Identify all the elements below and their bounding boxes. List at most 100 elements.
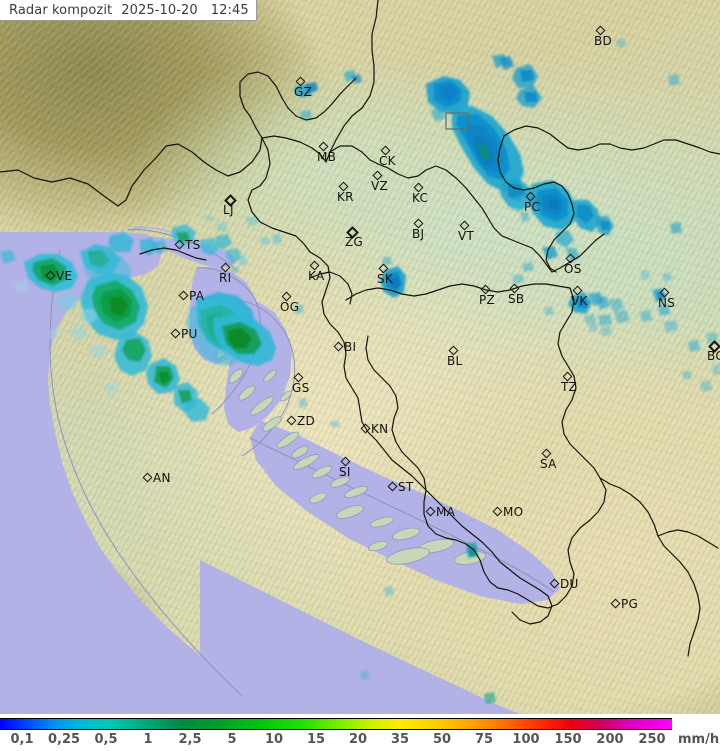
city-label: BI — [344, 340, 357, 354]
terrain-highlight-shading — [0, 0, 720, 714]
diamond-icon — [318, 141, 329, 152]
diamond-icon — [562, 371, 573, 382]
city-label: ST — [398, 480, 414, 494]
city-label: CK — [379, 154, 396, 168]
city-label: SK — [377, 272, 394, 286]
diamond-icon — [142, 472, 153, 483]
diamond-icon — [509, 283, 520, 294]
city-label: BJ — [412, 227, 425, 241]
diamond-icon — [372, 170, 383, 181]
diamond-icon — [413, 182, 424, 193]
city-label: DU — [560, 577, 579, 591]
map-date: 2025-10-20 — [121, 2, 198, 18]
political-borders-layer — [0, 0, 720, 657]
legend-tick: 2,5 — [178, 732, 202, 747]
diamond-icon — [333, 341, 344, 352]
diamond-icon — [338, 181, 349, 192]
diamond-icon — [224, 194, 237, 207]
legend-tick: 0,1 — [10, 732, 34, 747]
legend-tick: 200 — [596, 732, 624, 747]
city-label: SB — [508, 292, 525, 306]
radar-echo-layer — [0, 38, 720, 704]
city-label: KA — [308, 269, 325, 283]
city-label: SI — [339, 465, 351, 479]
diamond-icon — [380, 145, 391, 156]
diamond-icon — [425, 506, 436, 517]
diamond-icon — [413, 218, 424, 229]
city-label: LJ — [223, 203, 234, 217]
diamond-icon — [360, 423, 371, 434]
city-label: BD — [594, 34, 613, 48]
legend-tick: 15 — [306, 732, 326, 747]
diamond-icon — [309, 260, 320, 271]
city-label: TS — [185, 238, 201, 252]
city-label: OG — [280, 300, 300, 314]
legend-colorbar — [0, 718, 672, 730]
legend-tick: 35 — [390, 732, 410, 747]
legend-tick: 10 — [264, 732, 284, 747]
diamond-icon — [525, 191, 536, 202]
diamond-icon — [480, 284, 491, 295]
city-label: AN — [153, 471, 171, 485]
city-label: MO — [503, 505, 524, 519]
city-label: VE — [56, 269, 73, 283]
city-label: MB — [317, 150, 337, 164]
diamond-icon — [448, 345, 459, 356]
diamond-icon — [220, 262, 231, 273]
city-label: BL — [447, 354, 463, 368]
diamond-icon — [659, 287, 670, 298]
diamond-icon — [565, 253, 576, 264]
legend-tick: 0,25 — [47, 732, 81, 747]
map-title: Radar kompozit — [9, 2, 113, 18]
legend-tick: 75 — [474, 732, 494, 747]
diamond-icon — [387, 481, 398, 492]
map-title-box: Radar kompozit 2025-10-20 12:45 — [0, 0, 257, 21]
city-label: VT — [458, 229, 475, 243]
legend-tick-labels: 0,1 0,25 0,5 1 2,5 5 10 15 20 35 50 75 100 150 200 250 — [0, 731, 720, 751]
city-label: PG — [621, 597, 639, 611]
radar-map[interactable]: BD GZ MB CK VZ KR KC PC LJ BJ VT ZG TS RI OS KA SK VE PA PZ… — [0, 0, 720, 714]
city-label: SA — [540, 457, 557, 471]
legend-tick: 250 — [638, 732, 666, 747]
legend-unit-label: mm/h — [678, 732, 720, 747]
diamond-icon — [178, 290, 189, 301]
legend-tick: 50 — [432, 732, 452, 747]
legend-tick: 0,5 — [94, 732, 118, 747]
city-label: GS — [292, 381, 310, 395]
legend-tick: 100 — [512, 732, 540, 747]
diamond-icon — [293, 372, 304, 383]
diamond-icon — [286, 415, 297, 426]
city-label: KN — [371, 422, 389, 436]
city-label: PA — [189, 289, 205, 303]
city-label: BG — [707, 349, 720, 363]
diamond-icon — [346, 226, 359, 239]
city-label: TZ — [561, 380, 578, 394]
diamond-icon — [572, 285, 583, 296]
terrain-relief-shading — [0, 0, 720, 714]
map-time: 12:45 — [210, 2, 249, 18]
diamond-icon — [708, 340, 720, 353]
diamond-icon — [459, 220, 470, 231]
city-label: ZD — [297, 414, 316, 428]
legend-tick: 150 — [554, 732, 582, 747]
city-label: KR — [337, 190, 354, 204]
city-label: RI — [219, 271, 232, 285]
city-label: MA — [436, 505, 456, 519]
city-label: NS — [658, 296, 676, 310]
diamond-icon — [295, 76, 306, 87]
diamond-icon — [170, 328, 181, 339]
city-label: PZ — [479, 293, 496, 307]
diamond-icon — [492, 506, 503, 517]
diamond-icon — [378, 263, 389, 274]
diamond-icon — [174, 239, 185, 250]
legend-tick: 1 — [143, 732, 153, 747]
diamond-icon — [610, 598, 621, 609]
diamond-icon — [340, 456, 351, 467]
diamond-icon — [281, 291, 292, 302]
legend-tick: 5 — [227, 732, 237, 747]
legend: 0,1 0,25 0,5 1 2,5 5 10 15 20 35 50 75 100 150 200 250 … — [0, 714, 720, 751]
city-label: GZ — [294, 85, 313, 99]
city-label: PU — [181, 327, 198, 341]
city-label: VK — [571, 294, 588, 308]
city-label: PC — [524, 200, 541, 214]
